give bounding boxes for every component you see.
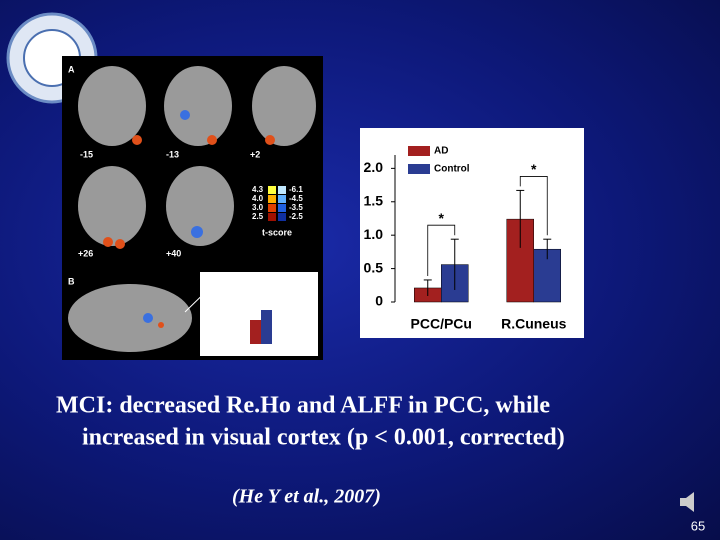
significance-bracket [427, 224, 456, 276]
caption-line: increased in visual cortex (p < 0.001, c… [82, 425, 565, 451]
slice-label: +40 [166, 248, 181, 258]
legend-label: Control [434, 164, 470, 175]
scale-label: 4.0 [252, 194, 264, 203]
panel-label: A [68, 64, 75, 74]
scale-swatch [268, 213, 276, 221]
y-tick-label: 0.5 [364, 259, 384, 275]
legend-swatch [408, 164, 430, 174]
citation: (He Y et al., 2007) [232, 486, 381, 508]
speaker-icon[interactable] [680, 492, 694, 512]
caption-line: MCI: decreased Re.Ho and ALFF in PCC, wh… [56, 393, 550, 419]
brain-slices [68, 66, 316, 352]
scale-swatch [268, 204, 276, 212]
scale-label: 3.0 [252, 203, 264, 212]
scale-label: -4.5 [289, 194, 303, 203]
legend-label: AD [434, 146, 448, 157]
annotation: * [439, 210, 445, 226]
y-tick-label: 2.0 [364, 159, 384, 175]
panel-label: B [68, 276, 75, 286]
annotation: * [531, 161, 537, 177]
slice-label: -13 [166, 149, 179, 159]
legend-swatch [408, 146, 430, 156]
scale-label: 2.5 [252, 212, 264, 221]
scale-label: -2.5 [289, 212, 303, 221]
x-tick-label: PCC/PCu [411, 316, 472, 332]
scale-swatch [278, 195, 286, 203]
y-tick-label: 1.0 [364, 226, 384, 242]
slice-label: +2 [250, 149, 260, 159]
scale-swatch [268, 195, 276, 203]
slice-label: -15 [80, 149, 93, 159]
significance-bracket [519, 176, 548, 236]
y-tick-label: 0 [375, 293, 383, 309]
chart-panel [360, 128, 584, 338]
y-tick-label: 1.5 [364, 192, 384, 208]
scale-label: -6.1 [289, 185, 303, 194]
scale-title: t-score [262, 227, 292, 237]
slice-label: +26 [78, 248, 93, 258]
activation-blobs [103, 110, 275, 328]
inset-bar [261, 310, 272, 344]
scale-label: -3.5 [289, 203, 303, 212]
scale-label: 4.3 [252, 185, 264, 194]
page-number: 65 [691, 518, 705, 533]
scale-swatch [278, 204, 286, 212]
inset-bar [250, 320, 261, 344]
scale-swatch [278, 186, 286, 194]
inset-pointer [184, 277, 221, 313]
x-tick-label: R.Cuneus [501, 316, 567, 332]
scale-swatch [278, 213, 286, 221]
scale-swatch [268, 186, 276, 194]
